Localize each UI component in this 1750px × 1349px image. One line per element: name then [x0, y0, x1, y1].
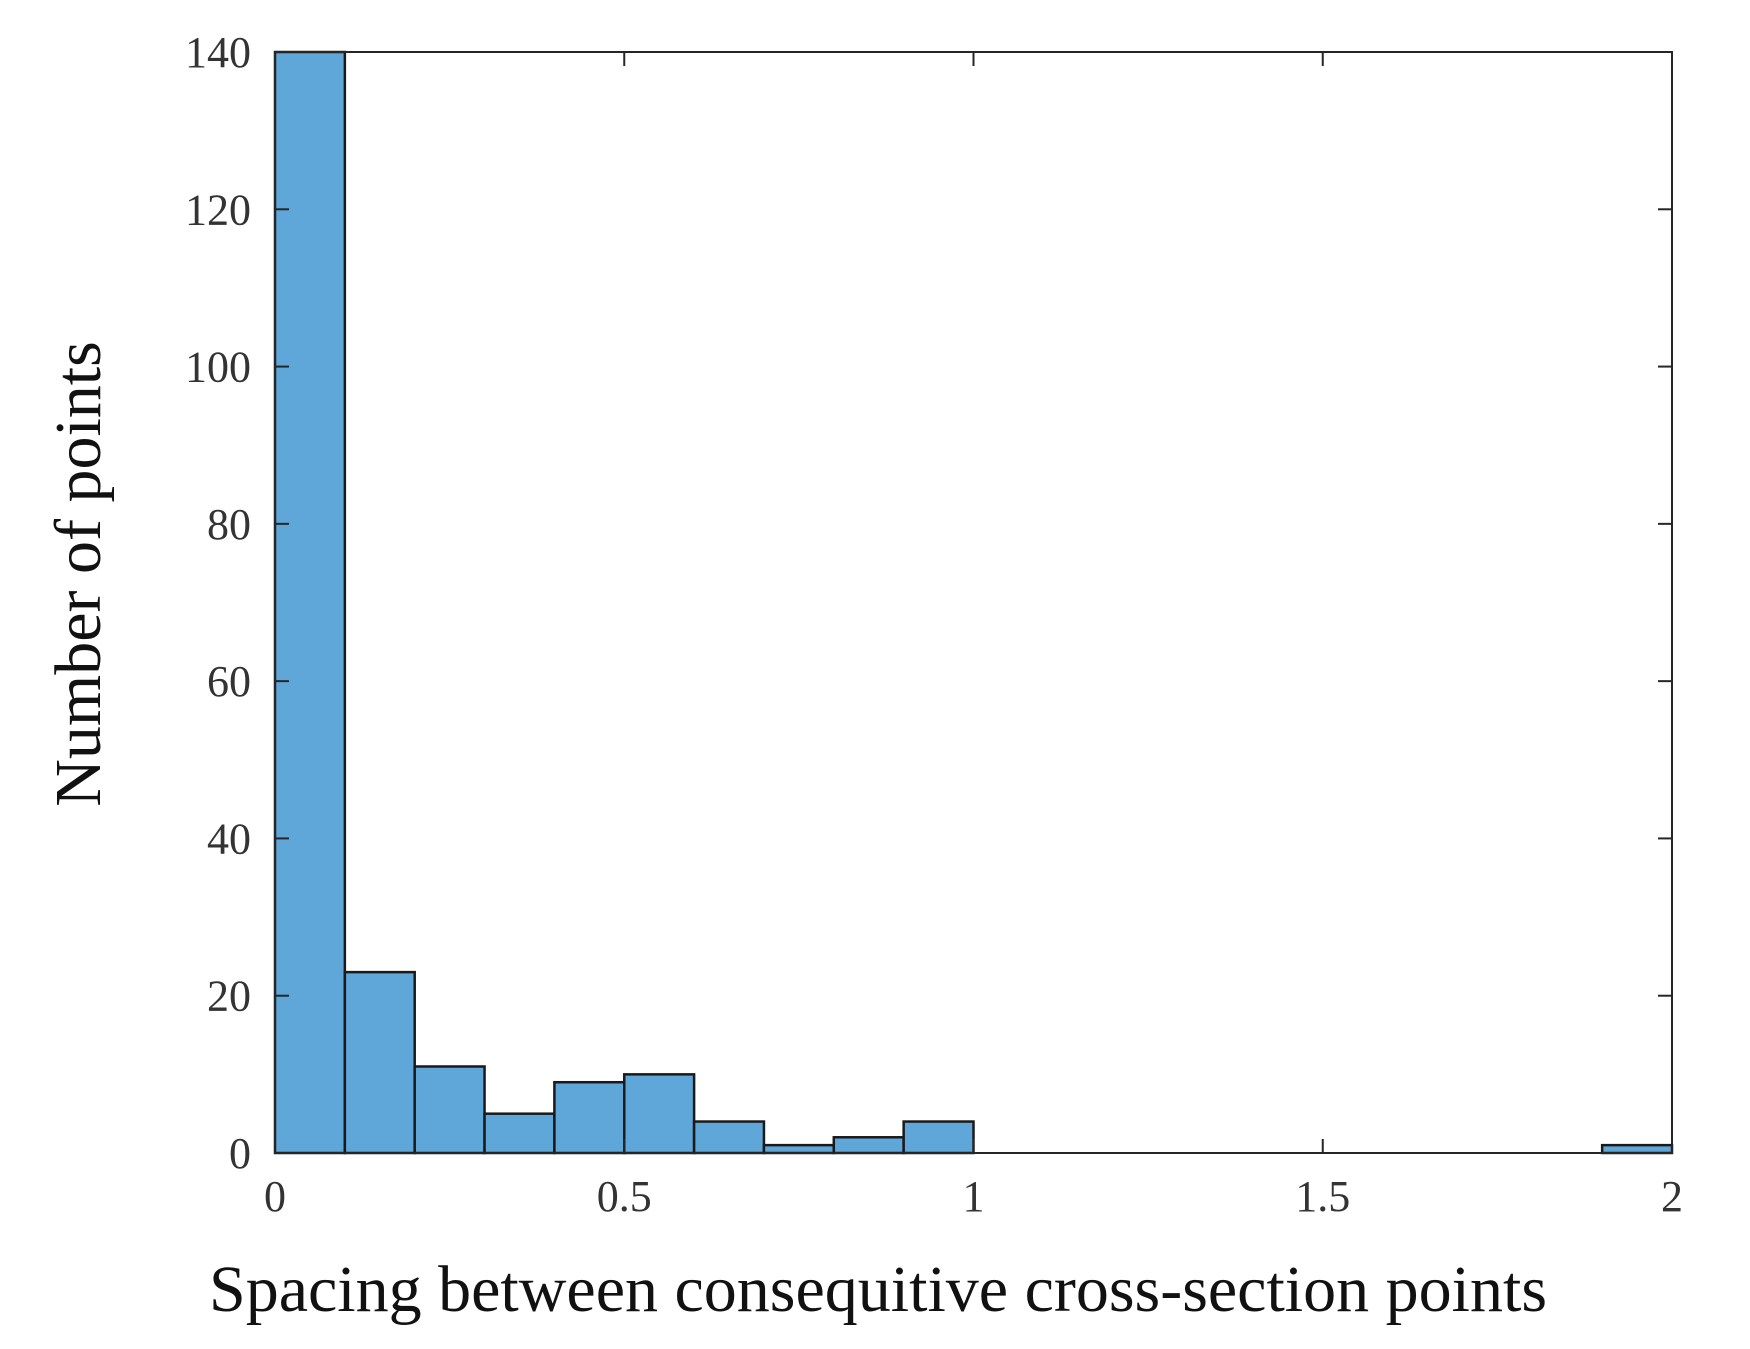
y-tick-label: 100	[185, 343, 251, 392]
histogram-bar-2	[413, 1065, 486, 1155]
plot-area-frame	[274, 51, 1673, 1154]
y-tick-label: 60	[207, 657, 251, 706]
x-tick-label: 0	[264, 1172, 286, 1221]
axes-layer	[274, 51, 1673, 1154]
y-tick-label: 140	[185, 28, 251, 77]
bars-layer	[273, 50, 1674, 1155]
x-tick-label: 2	[1661, 1172, 1683, 1221]
y-tick-label: 120	[185, 185, 251, 234]
histogram-bar-0	[273, 50, 347, 1155]
histogram-bar-7	[762, 1143, 836, 1155]
y-tick-label: 80	[207, 500, 251, 549]
y-tick-label: 40	[207, 814, 251, 863]
y-tick-label: 20	[207, 972, 251, 1021]
histogram-bar-3	[483, 1112, 556, 1155]
histogram-bar-1	[343, 970, 416, 1155]
x-tick-label: 1	[963, 1172, 985, 1221]
y-axis-label: Number of points	[42, 341, 115, 807]
x-tick-label: 0.5	[597, 1172, 652, 1221]
histogram-bar-4	[553, 1080, 626, 1155]
histogram-bar-19	[1600, 1143, 1674, 1155]
histogram-bar-6	[692, 1120, 766, 1155]
y-tick-label: 0	[229, 1129, 251, 1178]
histogram-bar-5	[623, 1073, 696, 1155]
histogram-bar-8	[832, 1136, 905, 1155]
histogram-bar-9	[902, 1120, 975, 1155]
x-tick-label: 1.5	[1295, 1172, 1350, 1221]
x-axis-label: Spacing between consequitive cross-secti…	[209, 1253, 1547, 1326]
